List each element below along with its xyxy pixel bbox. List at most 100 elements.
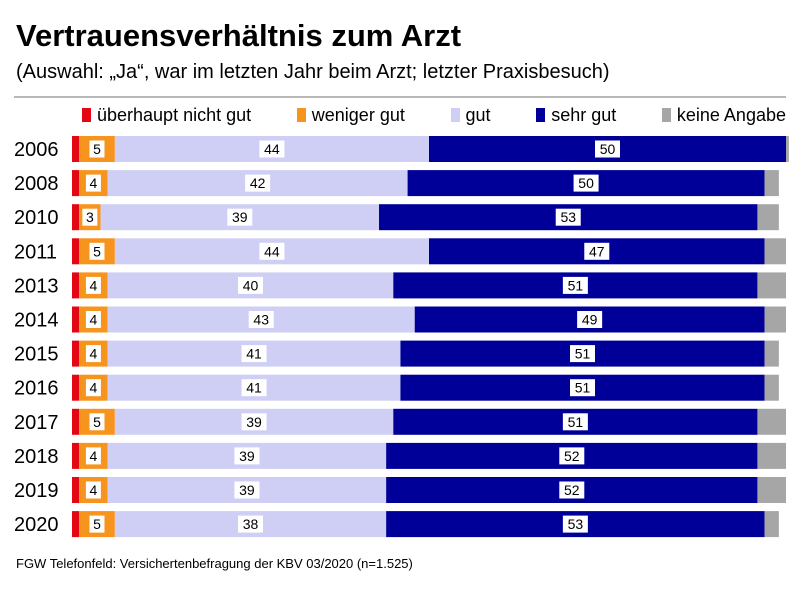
- data-label-weniger-gut: 4: [90, 346, 98, 362]
- legend-label: gut: [465, 104, 491, 125]
- legend-item-sehr-gut: sehr gut: [536, 105, 616, 126]
- bar-row-2006: 2006 5 44 50: [14, 136, 789, 162]
- legend-item-keine-angabe: keine Angabe: [661, 104, 786, 126]
- legend-swatch: [82, 108, 91, 122]
- data-label-box: [85, 481, 101, 499]
- bar-segment-keine-angabe: [757, 442, 786, 469]
- data-label-box: [570, 345, 596, 363]
- data-label-weniger-gut: 4: [90, 175, 98, 191]
- data-label-weniger-gut: 3: [86, 209, 94, 225]
- data-label-box: [85, 311, 101, 328]
- data-label-weniger-gut: 4: [90, 312, 98, 328]
- bar-row-2018: 2018 4 39 52: [14, 442, 786, 469]
- data-label-box: [259, 242, 285, 260]
- source-note: FGW Telefonfeld: Versichertenbefragung d…: [16, 556, 413, 571]
- bar-row-2020: 2020 5 38 53: [14, 511, 779, 538]
- year-label: 2016: [14, 378, 59, 400]
- chart-title: Vertrauensverhältnis zum Arzt: [16, 18, 462, 53]
- data-label-box: [234, 447, 260, 465]
- data-label-weniger-gut: 4: [90, 380, 98, 396]
- bar-segment-ueberhaupt-nicht-gut: [72, 340, 80, 367]
- data-label-gut: 41: [246, 380, 262, 396]
- chart-legend: überhaupt nicht gut weniger gut gut sehr gu…: [82, 104, 786, 126]
- data-label-weniger-gut: 4: [90, 448, 98, 464]
- data-label-box: [241, 413, 267, 431]
- year-label: 2014: [14, 310, 59, 332]
- year-label: 2010: [14, 207, 59, 229]
- data-label-box: [238, 276, 263, 294]
- data-label-box: [595, 140, 620, 158]
- data-label-gut: 39: [246, 414, 262, 430]
- legend-swatch: [536, 108, 546, 122]
- legend-swatch: [450, 108, 460, 122]
- bar-segment-keine-angabe: [757, 477, 786, 503]
- data-label-weniger-gut: 5: [93, 141, 101, 157]
- data-label-box: [89, 242, 105, 260]
- year-label: 2008: [14, 173, 59, 195]
- data-label-box: [555, 208, 581, 226]
- legend-label: überhaupt nicht gut: [97, 104, 252, 125]
- data-label-sehr-gut: 50: [578, 175, 594, 191]
- bar-segment-ueberhaupt-nicht-gut: [72, 408, 80, 435]
- data-label-gut: 39: [239, 448, 255, 464]
- legend-label: keine Angabe: [676, 104, 786, 125]
- legend-item-weniger-gut: weniger gut: [296, 104, 405, 126]
- chart-subtitle: (Auswahl: „Ja“, war im letzten Jahr beim…: [16, 61, 610, 83]
- data-label-box: [89, 413, 105, 431]
- data-label-box: [85, 276, 101, 294]
- data-label-box: [562, 413, 588, 431]
- year-label: 2017: [14, 412, 59, 434]
- data-label-sehr-gut: 51: [575, 346, 591, 362]
- legend-label: weniger gut: [311, 104, 405, 125]
- bar-segment-keine-angabe: [764, 374, 779, 401]
- data-label-box: [234, 481, 260, 499]
- year-label: 2011: [14, 241, 57, 263]
- bar-segment-keine-angabe: [764, 340, 779, 367]
- data-label-box: [85, 379, 101, 397]
- bar-segment-ueberhaupt-nicht-gut: [72, 477, 80, 503]
- data-label-box: [570, 379, 596, 397]
- data-label-box: [89, 515, 105, 533]
- data-label-box: [248, 311, 274, 328]
- data-label-gut: 41: [246, 346, 262, 362]
- bar-row-2013: 2013 4 40 51: [14, 272, 786, 299]
- data-label-box: [238, 515, 263, 533]
- bar-segment-keine-angabe: [764, 238, 786, 265]
- stacked-bar-chart: 2006 5 44 50 2008 4 42 50 2010 3 39 53 2011 5 44 47 2013…: [0, 130, 800, 550]
- data-label-box: [241, 379, 267, 397]
- data-label-gut: 39: [239, 482, 255, 498]
- data-label-gut: 44: [264, 141, 280, 157]
- data-label-weniger-gut: 5: [93, 243, 101, 259]
- bar-row-2017: 2017 5 39 51: [14, 408, 786, 435]
- data-label-sehr-gut: 51: [575, 380, 591, 396]
- data-label-sehr-gut: 52: [564, 448, 580, 464]
- data-label-box: [559, 481, 585, 499]
- data-label-box: [89, 140, 105, 158]
- data-label-box: [584, 242, 610, 260]
- bar-row-2016: 2016 4 41 51: [14, 374, 779, 401]
- bar-segment-keine-angabe: [764, 511, 779, 538]
- data-label-gut: 42: [250, 175, 266, 191]
- bar-segment-ueberhaupt-nicht-gut: [72, 238, 80, 265]
- data-label-box: [562, 276, 588, 294]
- bar-segment-ueberhaupt-nicht-gut: [72, 272, 80, 299]
- bar-segment-keine-angabe: [757, 204, 779, 231]
- title-divider: [14, 96, 786, 98]
- year-label: 2020: [14, 514, 59, 536]
- bar-segment-ueberhaupt-nicht-gut: [72, 442, 80, 469]
- year-label: 2019: [14, 480, 59, 502]
- data-label-weniger-gut: 4: [90, 482, 98, 498]
- bar-row-2011: 2011 5 44 47: [14, 238, 786, 265]
- bar-row-2014: 2014 4 43 49: [14, 306, 786, 333]
- legend-swatch: [661, 108, 671, 122]
- year-label: 2018: [14, 446, 59, 468]
- data-label-sehr-gut: 53: [568, 516, 584, 532]
- data-label-sehr-gut: 51: [568, 277, 584, 293]
- legend-item-ueberhaupt-nicht-gut: überhaupt nicht gut: [82, 105, 251, 126]
- data-label-sehr-gut: 50: [600, 141, 616, 157]
- data-label-box: [227, 208, 253, 226]
- bar-segment-keine-angabe: [757, 272, 786, 299]
- data-label-box: [245, 174, 271, 192]
- data-label-weniger-gut: 5: [93, 414, 101, 430]
